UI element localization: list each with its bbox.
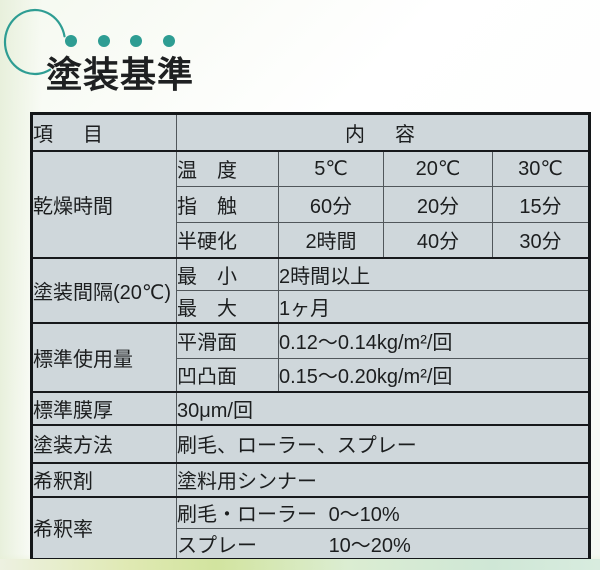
table-row: 指 触 60分 20分 15分 xyxy=(32,186,590,223)
dilution-spray-cell: スプレー 10〜20% xyxy=(176,528,590,560)
drying-semicure-v2: 40分 xyxy=(383,222,493,258)
drying-touch-label: 指 触 xyxy=(176,186,279,223)
table-row: 塗装方法 刷毛、ローラー、スプレー xyxy=(31,423,590,463)
table-row: 標準膜厚 30μm/回 xyxy=(31,390,590,425)
drying-temp-label: 温 度 xyxy=(176,149,279,187)
usage-label-cell: 標準使用量 xyxy=(31,321,177,392)
drying-semicure-label: 半硬化 xyxy=(176,222,279,258)
dilution-brush-value: 0〜10% xyxy=(328,504,400,527)
table-row: 希釈率 刷毛・ローラー 0〜10% xyxy=(31,495,590,560)
film-value: 30μm/回 xyxy=(176,390,590,425)
drying-semicure-v1: 2時間 xyxy=(278,222,384,258)
method-value: 刷毛、ローラー、スプレー xyxy=(176,423,590,463)
drying-temp-v1: 5℃ xyxy=(278,149,384,187)
method-label-cell: 塗装方法 xyxy=(31,423,177,463)
drying-label-cell: 乾燥時間 xyxy=(31,149,177,258)
page-title: 塗装基準 xyxy=(46,54,195,95)
circle-dots-decoration-icon xyxy=(3,8,175,76)
dilution-spray-label: スプレー xyxy=(177,535,258,557)
table-row: 標準使用量 平滑面 0.12〜0.14kg/m²/回 xyxy=(31,321,590,392)
interval-min-label: 最 小 xyxy=(176,256,279,291)
usage-uneven-label: 凹凸面 xyxy=(176,358,279,392)
table-row: スプレー 10〜20% xyxy=(32,528,590,560)
interval-label-cell: 塗装間隔(20℃) xyxy=(31,256,177,323)
drying-temp-v3: 30℃ xyxy=(492,149,590,187)
thinner-label-cell: 希釈剤 xyxy=(31,461,177,497)
drying-touch-v1: 60分 xyxy=(278,186,384,223)
drying-touch-v3: 15分 xyxy=(492,186,590,223)
interval-max-label: 最 大 xyxy=(176,290,279,323)
interval-max-value: 1ヶ月 xyxy=(278,290,590,323)
usage-uneven-value: 0.15〜0.20kg/m²/回 xyxy=(278,358,590,392)
dilution-brush-cell: 刷毛・ローラー 0〜10% xyxy=(176,495,590,529)
spec-table: 項 目 内 容 乾燥時間 温 度 5℃ 20℃ 30℃ 指 触 60分 20分 … xyxy=(30,112,591,561)
thinner-value: 塗料用シンナー xyxy=(176,461,590,497)
drying-temp-v2: 20℃ xyxy=(383,149,493,187)
header-item-cell: 項 目 xyxy=(31,113,177,151)
usage-smooth-value: 0.12〜0.14kg/m²/回 xyxy=(278,321,590,359)
table-row: 最 大 1ヶ月 xyxy=(32,290,590,323)
table-row: 塗装間隔(20℃) 最 小 2時間以上 xyxy=(31,256,590,323)
table-row: 乾燥時間 温 度 5℃ 20℃ 30℃ xyxy=(31,149,590,258)
bottom-gradient-strip xyxy=(0,559,600,570)
dilution-spray-value: 10〜20% xyxy=(328,535,411,557)
dilution-label-cell: 希釈率 xyxy=(31,495,177,560)
film-label-cell: 標準膜厚 xyxy=(31,390,177,425)
dilution-brush-label: 刷毛・ローラー xyxy=(177,504,318,527)
table-header-row: 項 目 内 容 xyxy=(31,113,590,151)
drying-touch-v2: 20分 xyxy=(383,186,493,223)
interval-min-value: 2時間以上 xyxy=(278,256,590,291)
header-content-cell: 内 容 xyxy=(176,113,590,151)
usage-smooth-label: 平滑面 xyxy=(176,321,279,359)
drying-semicure-v3: 30分 xyxy=(492,222,590,258)
table-row: 希釈剤 塗料用シンナー xyxy=(31,461,590,497)
